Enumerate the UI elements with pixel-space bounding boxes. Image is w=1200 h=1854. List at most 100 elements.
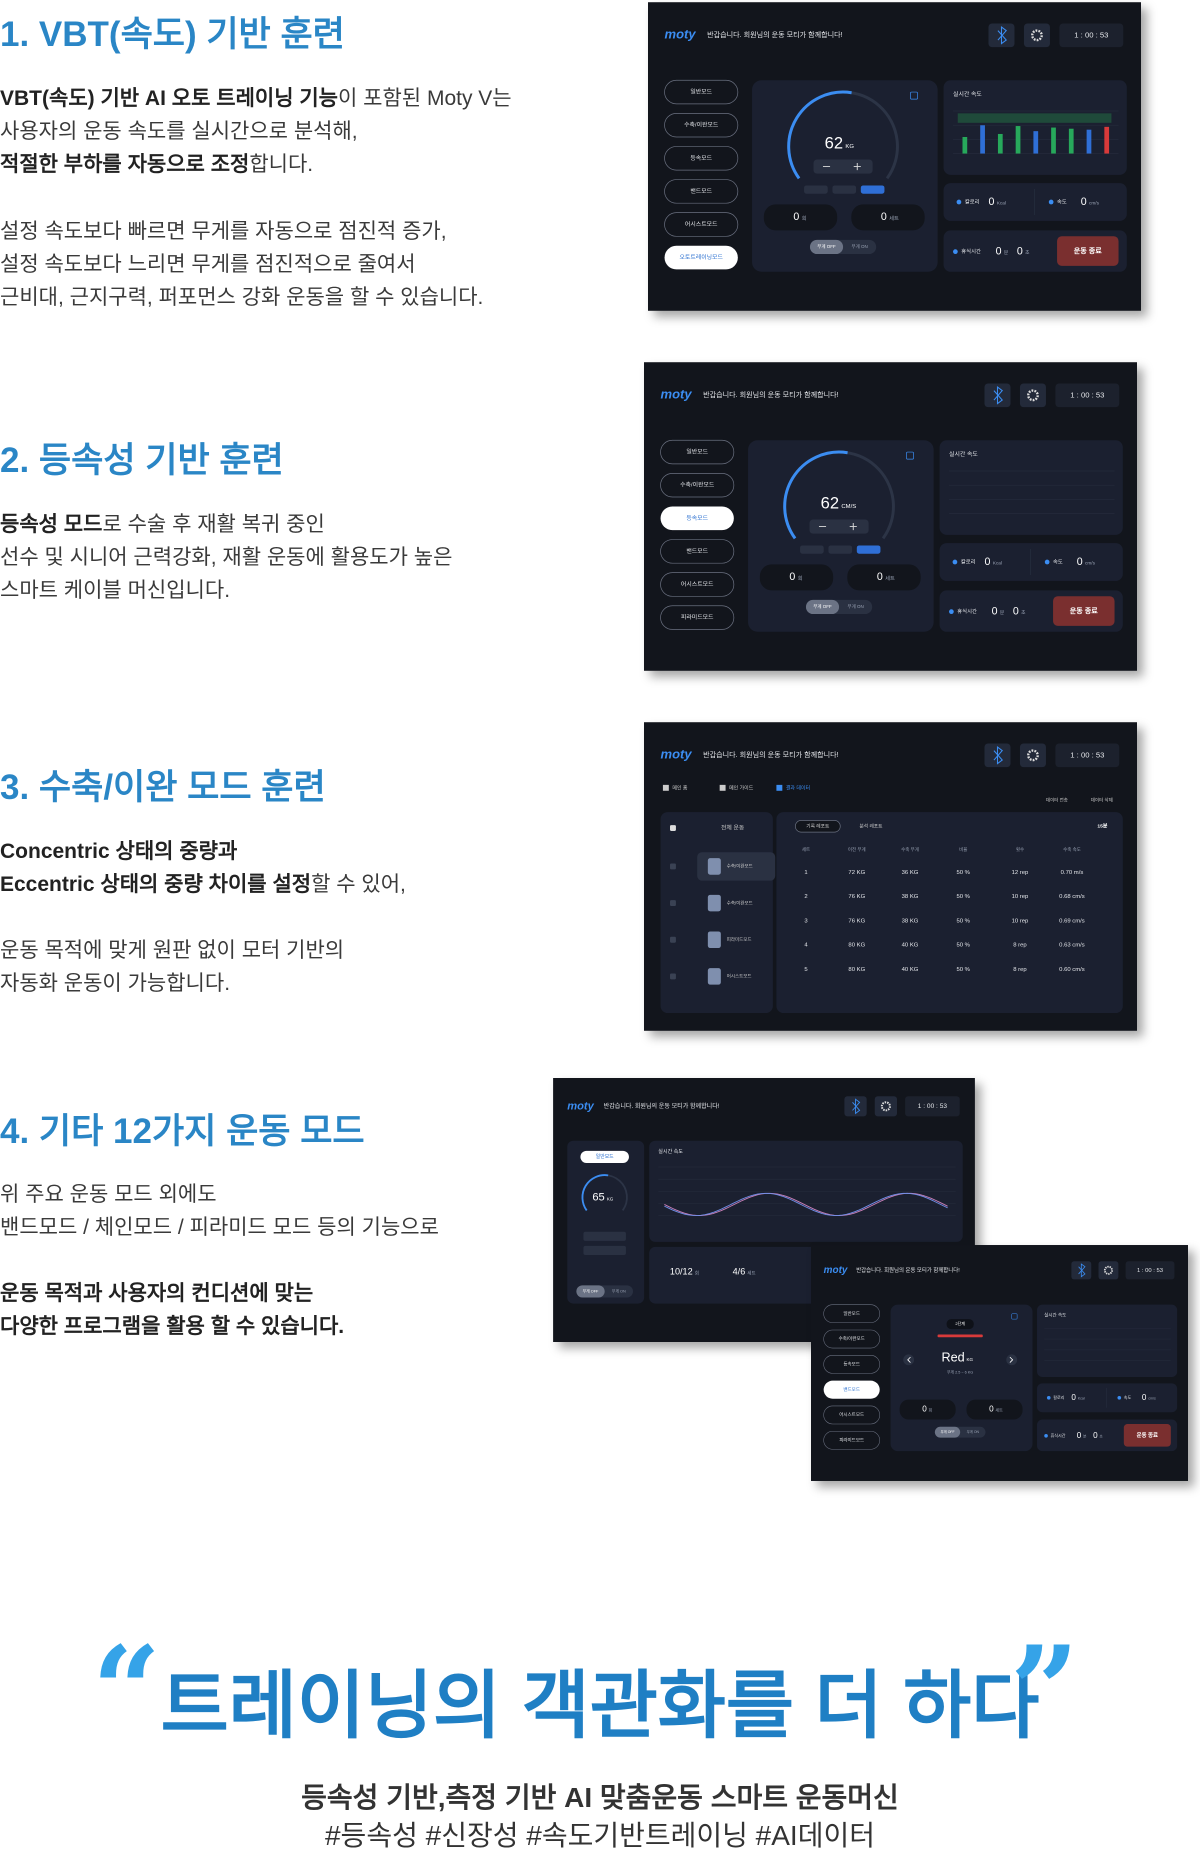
text-run: 스마트 케이블 머신입니다. [0,579,231,602]
counter-unit: 회 [802,214,807,222]
table-cell: 2 [804,894,807,900]
text-run: VBT(속도) 기반 AI 오토 트레이닝 기능 [0,87,338,110]
paragraph: Concentric 상태의 중량과 Eccentric 상태의 중량 차이를 설… [0,835,406,901]
stepper [813,159,873,174]
bluetooth-icon [993,385,1004,405]
mode-label: 밴드모드 [843,1386,860,1392]
toggle-label: 무게 ON [967,1429,980,1434]
rest-label: 휴식시간 [957,607,977,615]
nav-icon [662,784,669,791]
table-cell: 80 KG [848,967,865,973]
text-run: 적절한 부하를 자동으로 조정 [0,153,250,176]
text-line: 자동화 운동이 가능합니다. [0,967,344,1000]
text-line: VBT(속도) 기반 AI 오토 트레이닝 기능이 포함된 Moty V는 [0,82,512,115]
reps-value: 10/12 [670,1267,693,1277]
mode-button [660,572,735,597]
text-run: 선수 및 시니어 근력강화, 재활 운동에 활용도가 높은 [0,546,453,569]
stat-label: 칼로리 [1053,1394,1064,1400]
column-header: 횟수 [1016,846,1024,853]
mode-label: 밴드모드 [686,547,708,555]
end-button-label: 운동 종료 [1070,606,1099,615]
counter-value: 0 [789,571,795,583]
chart-panel [943,80,1127,175]
logo: moty [824,1265,848,1276]
text-line: 근비대, 근지구력, 퍼포먼스 강화 운동을 할 수 있습니다. [0,281,483,314]
settings-icon [1103,1265,1113,1275]
counter-value: 0 [881,211,887,223]
paragraph: 등속성 모드로 수술 후 재활 복귀 중인 선수 및 시니어 근력강화, 재활 운… [0,508,452,607]
text-run: 설정 속도보다 빠르면 무게를 자동으로 점진적 증가, [0,220,447,243]
stat-unit: cm/s [1085,560,1096,566]
counter-unit: 세트 [885,574,895,582]
timer: 1 : 00 : 53 [1070,390,1104,399]
mode-label: 등속모드 [690,154,712,162]
settings-button [1019,743,1046,768]
counter-box [763,204,838,231]
table-cell: 50 % [956,894,970,900]
section-title: 1. VBT(속도) 기반 훈련 [0,15,345,54]
stat-value: 0 [1077,556,1083,568]
decor-bar [1033,131,1039,154]
decor-bar [1104,126,1110,154]
chart-band [957,113,1112,123]
settings-button [874,1096,898,1117]
band-color-bar [937,1334,983,1338]
column-header: 비율 [959,846,967,853]
timer: 1 : 00 : 53 [1070,750,1104,759]
gauge-progress [581,1174,609,1211]
preset-pill [828,545,853,554]
column-header: 수축 무게 [901,846,919,853]
counter-unit: 회 [929,1407,933,1413]
table-cell: 50 % [956,967,970,973]
nav-tab: 결과 데이터 [786,785,810,792]
gauge-value: 62 [825,133,843,152]
table-cell: 72 KG [848,870,865,876]
mode-button [660,439,735,465]
stats-panel [939,543,1123,581]
stat-unit: Kcal [993,560,1002,566]
table-cell: 3 [804,918,808,924]
exercise-thumb [707,894,721,912]
stepper-icons [822,163,861,171]
text-line: 적절한 부하를 자동으로 조정합니다. [0,148,512,181]
decor-bar [1015,126,1021,154]
bluetooth-icon [852,1098,861,1115]
mode-button [664,245,738,270]
section-title: 3. 수축/이완 모드 훈련 [0,768,326,807]
time-box [1055,743,1120,768]
rest-value: 0 [1077,1431,1082,1440]
settings-button [1023,23,1050,48]
text-run: 설정 속도보다 느리면 무게를 점진적으로 줄여서 [0,253,416,276]
table-cell: 36 KG [902,870,919,876]
section-title: 2. 등속성 기반 훈련 [0,441,284,480]
rest-value: 0 [996,245,1002,257]
stat-label: 속도 [1124,1394,1132,1400]
level-pill [946,1319,974,1330]
app-screenshot: moty 반갑습니다. 회원님의 운동 모티가 함께합니다! 1 : 00 : 53… [644,362,1137,671]
timer: 1 : 00 : 53 [1074,30,1108,39]
time-box [1055,383,1120,408]
table-cell: 10 rep [1012,894,1029,900]
rest-label: 휴식시간 [961,247,981,255]
paragraph: 위 주요 운동 모드 외에도 밴드모드 / 체인모드 / 피라미드 모드 등의 기… [0,1178,439,1244]
sets-unit: 세트 [747,1269,755,1276]
stat-unit: Kcal [997,200,1006,206]
greeting: 반갑습니다. 회원님의 운동 모티가 함께합니다! [604,1102,720,1110]
toggle-active [576,1285,605,1298]
arrows [907,1356,1014,1363]
mode-label: 수축/이완모드 [680,481,715,489]
counter-box [966,1399,1023,1420]
end-button-label: 운동 종료 [1137,1431,1158,1439]
table-cell: 10 rep [1012,918,1029,924]
paragraph: VBT(속도) 기반 AI 오토 트레이닝 기능이 포함된 Moty V는 사용자… [0,82,512,181]
stats-panel [1037,1383,1178,1413]
logo: moty [567,1100,594,1112]
stat-unit: Kcal [1078,1397,1085,1401]
mode-label: 오토트레이닝모드 [679,253,723,261]
column-header: 세트 [802,846,810,853]
bluetooth-icon [997,25,1008,45]
preset-pill [856,545,881,554]
table-cell: 76 KG [848,894,865,900]
prev-button [903,1354,915,1366]
paragraph: 운동 목적에 맞게 원판 없이 모터 기반의 자동화 운동이 가능합니다. [0,934,344,1000]
